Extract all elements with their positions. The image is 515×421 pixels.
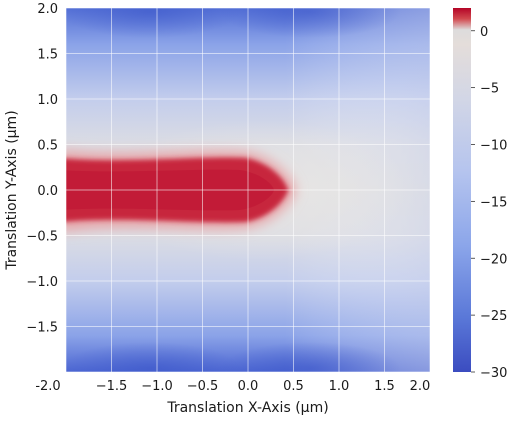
low-lobe-bottom-right	[220, 342, 400, 372]
x-tick-label: 1.0	[329, 379, 350, 394]
colorbar-tick-label: −30	[480, 366, 507, 381]
y-tick-label: −0.5	[26, 230, 58, 245]
y-axis-label: Translation Y-Axis (µm)	[4, 110, 20, 270]
colorbar-tick-label: −10	[480, 139, 507, 154]
x-tick-label: -2.0	[35, 379, 60, 394]
low-lobe-bottom-left	[66, 342, 240, 372]
y-tick-label: 0.0	[37, 184, 58, 199]
y-tick-label: 2.0	[37, 2, 58, 17]
x-tick-label: 2.0	[410, 379, 431, 394]
colorbar-gradient	[453, 8, 471, 372]
x-tick-label: 0.0	[238, 379, 259, 394]
low-lobe-top-left	[66, 8, 240, 38]
x-tick-label: 1.5	[374, 379, 395, 394]
colorbar-tick-label: −25	[480, 309, 507, 324]
colorbar-tick-label: −15	[480, 195, 507, 210]
y-tick-label: −1.0	[26, 275, 58, 290]
colorbar-tick-label: 0	[480, 25, 488, 40]
y-tick-label: 0.5	[37, 139, 58, 154]
x-tick-label: −1.0	[141, 379, 173, 394]
y-tick-label: −1.5	[26, 321, 58, 336]
colorbar-tick-label: −5	[480, 82, 499, 97]
x-axis-ticks: -2.0 −1.5 −1.0 −0.5 0.0 0.5 1.0 1.5 2.0	[35, 379, 430, 394]
y-axis-ticks: 2.0 1.5 1.0 0.5 0.0 −0.5 −1.0 −1.5	[26, 2, 58, 336]
colorbar: 0 −5 −10 −15 −20 −25 −30	[453, 8, 507, 381]
x-tick-label: −1.5	[96, 379, 128, 394]
x-tick-label: 0.5	[283, 379, 304, 394]
colorbar-ticks: 0 −5 −10 −15 −20 −25 −30	[471, 25, 507, 381]
y-tick-label: 1.0	[37, 93, 58, 108]
y-tick-label: 1.5	[37, 48, 58, 63]
x-tick-label: −0.5	[187, 379, 219, 394]
x-axis-label: Translation X-Axis (µm)	[166, 400, 328, 416]
plot-area	[66, 8, 430, 372]
grid-lines	[66, 8, 430, 372]
low-lobe-top-right	[220, 8, 400, 38]
colorbar-tick-label: −20	[480, 252, 507, 267]
